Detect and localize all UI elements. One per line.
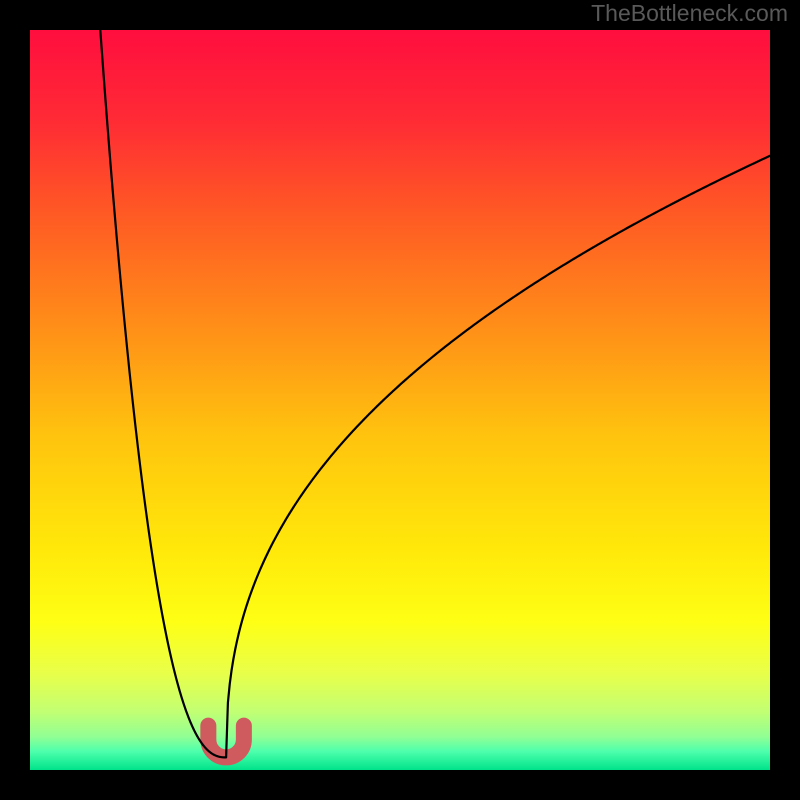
frame-border [0, 770, 800, 800]
gradient-background [30, 30, 770, 770]
chart-stage: TheBottleneck.com [0, 0, 800, 800]
bottleneck-plot [0, 0, 800, 800]
watermark-label: TheBottleneck.com [591, 0, 788, 27]
frame-border [770, 0, 800, 800]
frame-border [0, 0, 30, 800]
